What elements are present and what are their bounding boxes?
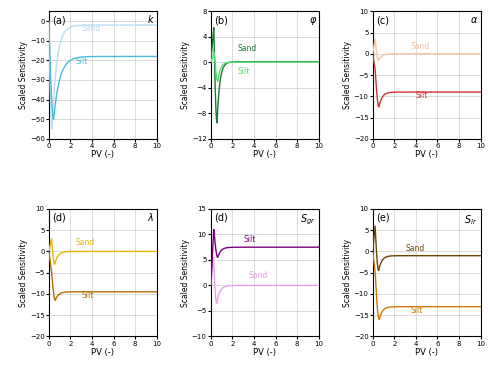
Text: (b): (b) [214,15,228,25]
Y-axis label: Scaled Sensitivity: Scaled Sensitivity [182,239,190,307]
Text: Silt: Silt [243,235,256,244]
Text: Sand: Sand [81,24,101,33]
Text: (a): (a) [52,15,66,25]
X-axis label: PV (-): PV (-) [415,150,438,160]
Text: $S_{lr}$: $S_{lr}$ [464,213,477,226]
Y-axis label: Scaled Sensitivity: Scaled Sensitivity [343,41,352,109]
Text: Silt: Silt [81,291,94,300]
Text: φ: φ [309,15,315,25]
Text: Silt: Silt [416,91,428,101]
Text: Sand: Sand [238,44,257,53]
Text: k: k [148,15,154,25]
Y-axis label: Scaled Sensitivity: Scaled Sensitivity [20,239,28,307]
Y-axis label: Scaled Sensitivity: Scaled Sensitivity [343,239,352,307]
Text: (d): (d) [52,213,66,223]
Text: Silt: Silt [410,306,423,315]
Y-axis label: Scaled Sensitivity: Scaled Sensitivity [20,41,28,109]
X-axis label: PV (-): PV (-) [253,150,276,160]
Text: (e): (e) [376,213,389,223]
Text: $S_{gr}$: $S_{gr}$ [300,213,315,227]
X-axis label: PV (-): PV (-) [253,348,276,357]
Text: (d): (d) [214,213,228,223]
Text: Silt: Silt [76,57,88,66]
X-axis label: PV (-): PV (-) [415,348,438,357]
Text: Sand: Sand [405,245,425,253]
Text: Sand: Sand [248,271,268,280]
Text: Silt: Silt [238,67,250,76]
Text: Sand: Sand [410,42,430,51]
Y-axis label: Scaled Sensitivity: Scaled Sensitivity [182,41,190,109]
X-axis label: PV (-): PV (-) [91,348,114,357]
Text: λ: λ [148,213,154,223]
Text: α: α [471,15,477,25]
Text: (c): (c) [376,15,389,25]
X-axis label: PV (-): PV (-) [91,150,114,160]
Text: Sand: Sand [76,238,95,247]
